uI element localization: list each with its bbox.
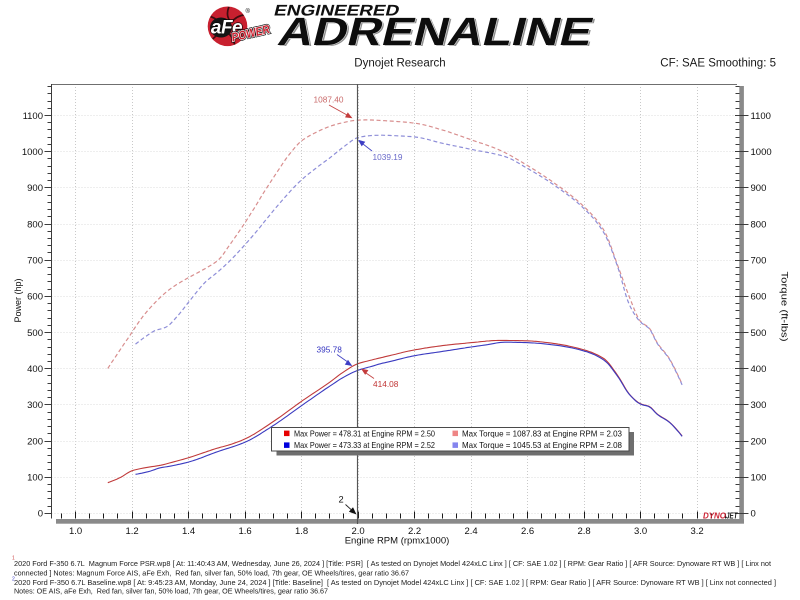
svg-text:Notes: OE AIS, aFe Exh, Red f: Notes: OE AIS, aFe Exh, Red fan, silver … [14,587,328,596]
svg-text:Engine RPM (rpmx1000): Engine RPM (rpmx1000) [345,536,450,547]
svg-text:2: 2 [12,577,15,583]
svg-text:395.78: 395.78 [317,345,343,355]
svg-text:2.0: 2.0 [351,526,364,537]
svg-text:Max Power = 473.33 at Engine R: Max Power = 473.33 at Engine RPM = 2.52 [294,441,435,450]
svg-text:300: 300 [27,400,43,411]
svg-text:1100: 1100 [751,111,771,122]
svg-text:Max Torque = 1087.83 at Engine: Max Torque = 1087.83 at Engine RPM = 2.0… [462,429,622,438]
svg-text:ADRENALINE: ADRENALINE [274,11,598,54]
svg-text:1: 1 [12,556,15,562]
svg-text:JET: JET [726,512,738,521]
svg-text:1000: 1000 [22,147,43,158]
svg-text:600: 600 [751,292,767,303]
svg-text:CF: SAE Smoothing: 5: CF: SAE Smoothing: 5 [660,58,776,70]
svg-text:connected ] Notes: Magnum Forc: connected ] Notes: Magnum Force AIS, aFe… [14,568,409,577]
svg-text:3.0: 3.0 [634,526,647,537]
svg-text:700: 700 [27,256,43,267]
svg-text:2.6: 2.6 [521,526,534,537]
svg-text:Max Power = 478.31 at Engine R: Max Power = 478.31 at Engine RPM = 2.50 [294,429,435,438]
svg-text:1039.19: 1039.19 [373,152,403,162]
svg-text:200: 200 [27,436,43,447]
svg-text:1000: 1000 [751,147,772,158]
svg-text:1.2: 1.2 [125,526,138,537]
svg-text:1100: 1100 [23,111,43,122]
svg-text:2.8: 2.8 [577,526,590,537]
svg-text:DYNO: DYNO [703,512,727,521]
svg-text:900: 900 [27,183,43,194]
svg-text:500: 500 [751,328,767,339]
svg-text:1087.40: 1087.40 [314,95,344,105]
svg-text:Max Torque = 1045.53 at Engine: Max Torque = 1045.53 at Engine RPM = 2.0… [462,441,622,450]
svg-text:100: 100 [751,473,767,484]
svg-text:2.4: 2.4 [464,526,477,537]
svg-text:400: 400 [27,364,43,375]
svg-text:2020 Ford F-350 6.7L Magnum F: 2020 Ford F-350 6.7L Magnum Force PSR.wp… [14,559,772,568]
svg-text:2: 2 [339,495,344,505]
svg-text:1.4: 1.4 [182,526,195,537]
svg-text:1.0: 1.0 [69,526,82,537]
svg-text:2.2: 2.2 [408,526,421,537]
svg-text:300: 300 [751,400,767,411]
svg-text:aFe: aFe [211,18,243,39]
svg-text:ADRENALINE: ADRENALINE [276,12,600,55]
svg-text:1.8: 1.8 [295,526,308,537]
svg-text:900: 900 [751,183,767,194]
svg-text:800: 800 [27,219,43,230]
svg-text:ENGINEERED: ENGINEERED [272,2,401,19]
svg-text:400: 400 [751,364,767,375]
svg-text:0: 0 [38,509,43,520]
svg-text:Power (hp): Power (hp) [13,279,24,323]
svg-text:Torque (ft-lbs): Torque (ft-lbs) [779,272,790,342]
svg-text:Dynojet Research: Dynojet Research [354,58,445,70]
svg-text:500: 500 [27,328,43,339]
svg-text:1.6: 1.6 [238,526,251,537]
svg-text:0: 0 [751,509,756,520]
svg-text:100: 100 [27,473,43,484]
svg-text:700: 700 [751,256,767,267]
svg-text:3.2: 3.2 [690,526,703,537]
svg-text:®: ® [246,8,251,15]
svg-text:2020 Ford F-350 6.7L Baseline.: 2020 Ford F-350 6.7L Baseline.wp8 [ At: … [14,578,776,587]
svg-text:200: 200 [751,436,767,447]
svg-text:600: 600 [27,292,43,303]
svg-text:414.08: 414.08 [373,379,399,389]
svg-text:800: 800 [751,219,767,230]
